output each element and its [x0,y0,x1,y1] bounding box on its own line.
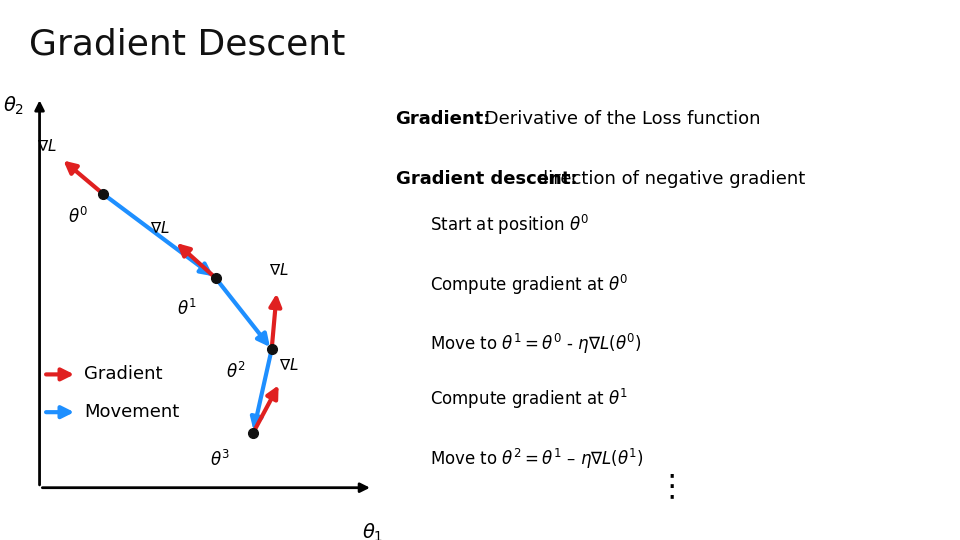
Text: Gradient:: Gradient: [396,110,491,129]
Text: Move to $\theta^1 = \theta^0$ - $\eta\nabla L(\theta^0)$: Move to $\theta^1 = \theta^0$ - $\eta\na… [430,332,641,356]
Text: Start at position $\theta^0$: Start at position $\theta^0$ [430,213,589,237]
Text: Compute gradient at $\theta^0$: Compute gradient at $\theta^0$ [430,273,629,296]
Text: Movement: Movement [84,403,180,421]
Text: Gradient Descent: Gradient Descent [29,28,346,62]
Text: $\theta^2$: $\theta^2$ [226,362,246,382]
Text: Gradient: Gradient [84,366,163,383]
Text: direction of negative gradient: direction of negative gradient [531,170,805,188]
Text: $\theta_1$: $\theta_1$ [362,521,383,540]
Text: $\nabla L$: $\nabla L$ [269,262,289,278]
Text: $\nabla L$: $\nabla L$ [151,220,170,237]
Text: $\theta^3$: $\theta^3$ [210,450,230,470]
Text: $\nabla L$: $\nabla L$ [36,138,57,154]
Text: $\nabla L$: $\nabla L$ [279,357,300,373]
Text: $\theta^0$: $\theta^0$ [68,207,88,227]
Text: $\theta^1$: $\theta^1$ [177,299,197,319]
Text: Gradient descent:: Gradient descent: [396,170,577,188]
Text: Move to $\theta^2 = \theta^1$ – $\eta\nabla L(\theta^1)$: Move to $\theta^2 = \theta^1$ – $\eta\na… [430,447,644,471]
Text: ⋮: ⋮ [657,472,687,501]
Text: $\theta_2$: $\theta_2$ [4,94,25,117]
Text: Compute gradient at $\theta^1$: Compute gradient at $\theta^1$ [430,387,629,411]
Text: Derivative of the Loss function: Derivative of the Loss function [479,110,760,129]
